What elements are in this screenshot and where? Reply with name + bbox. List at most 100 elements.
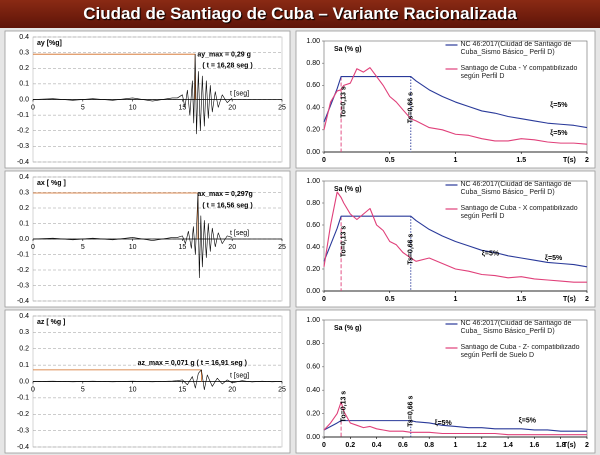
legend-label: Santiago de Cuba - Y compatibilizado seg…: [460, 65, 578, 80]
y-tick-label: -0.2: [17, 411, 29, 418]
x-tick-label: 20: [228, 104, 236, 111]
annotation: ( t = 16,28 seg ): [202, 63, 252, 70]
annotation: ξ=5%: [482, 250, 500, 257]
y-tick-label: 0.40: [306, 244, 320, 251]
y-tick-label: 0.1: [19, 81, 29, 88]
y-tick-label: 0.2: [19, 65, 29, 72]
x-tick-label: 0: [31, 244, 35, 251]
y-tick-label: 0.4: [19, 34, 29, 41]
y-tick-label: 0.20: [306, 410, 320, 417]
y-tick-label: 0.1: [19, 220, 29, 227]
legend-label: Santiago de Cuba - X compatibilizado seg…: [460, 205, 578, 220]
annotation: az_max = 0,071 g ( t = 16,91 seg ): [138, 360, 247, 367]
y-tick-label: -0.3: [17, 427, 29, 434]
x-tick-label: 25: [278, 386, 286, 393]
x-axis-label: T(s): [563, 442, 576, 449]
x-tick-label: 1.5: [516, 296, 526, 303]
annotation: ( t = 16,56 seg ): [202, 202, 252, 209]
y-axis-label: ay [%g]: [37, 40, 62, 47]
y-tick-label: 0.3: [19, 329, 29, 336]
x-tick-label: 5: [81, 386, 85, 393]
x-axis-label: t [seg]: [230, 90, 249, 97]
x-tick-label: 1.4: [503, 442, 513, 449]
annotation: Ts=0,66 s: [408, 92, 415, 123]
x-tick-label: 5: [81, 244, 85, 251]
annotation: To=0,13 s: [341, 391, 348, 423]
x-tick-label: 0: [322, 157, 326, 164]
x-axis-label: T(s): [563, 157, 576, 164]
y-tick-label: 0.00: [306, 149, 320, 156]
y-tick-label: 0.0: [19, 378, 29, 385]
annotation: ξ=5%: [519, 417, 537, 424]
x-tick-label: 0.2: [345, 442, 355, 449]
series-line: [32, 192, 233, 279]
x-tick-label: 1.6: [530, 442, 540, 449]
legend-entry: NC 46:2017(Ciudad de Santiago de Cuba_Si…: [460, 41, 572, 56]
series-line: [323, 420, 587, 432]
x-tick-label: 15: [179, 104, 187, 111]
x-tick-label: 1.5: [516, 157, 526, 164]
y-tick-label: 0.1: [19, 362, 29, 369]
annotation: ξ=5%: [550, 102, 568, 109]
y-tick-label: 0.4: [19, 313, 29, 320]
y-tick-label: 0.4: [19, 174, 29, 181]
annotation: ξ=5%: [545, 255, 563, 262]
series-line: [323, 191, 587, 283]
x-tick-label: 0.6: [398, 442, 408, 449]
x-tick-label: 10: [129, 104, 137, 111]
y-tick-label: -0.4: [17, 444, 29, 451]
panel: [295, 30, 596, 169]
y-tick-label: 0.60: [306, 222, 320, 229]
annotation: Ts=0,66 s: [408, 396, 415, 427]
annotation: ξ=5%: [550, 130, 568, 137]
legend-label: NC 46:2017(Ciudad de Santiago de Cuba_Si…: [460, 41, 572, 56]
y-tick-label: 1.00: [306, 38, 320, 45]
annotation: To=0,13 s: [341, 86, 348, 118]
annotation: ξ=5%: [434, 420, 452, 427]
y-tick-label: 0.20: [306, 127, 320, 134]
panel: [295, 309, 596, 454]
y-tick-label: 0.00: [306, 288, 320, 295]
x-tick-label: 1.2: [477, 442, 487, 449]
x-tick-label: 2: [585, 442, 589, 449]
x-tick-label: 1: [454, 157, 458, 164]
y-axis-label: az [ %g ]: [37, 319, 65, 326]
y-tick-label: -0.1: [17, 112, 29, 119]
x-tick-label: 2: [585, 157, 589, 164]
x-tick-label: 15: [179, 386, 187, 393]
y-tick-label: -0.4: [17, 159, 29, 166]
panel: [295, 170, 596, 308]
legend-label: Santiago de Cuba - Z- compatibilizado se…: [460, 344, 580, 359]
x-tick-label: 15: [179, 244, 187, 251]
y-tick-label: 0.40: [306, 104, 320, 111]
y-axis-label: Sa (% g): [334, 46, 362, 53]
x-tick-label: 20: [228, 386, 236, 393]
y-axis-label: ax [ %g ]: [37, 180, 66, 187]
y-tick-label: 0.2: [19, 205, 29, 212]
x-tick-label: 20: [228, 244, 236, 251]
y-tick-label: 0.00: [306, 434, 320, 441]
x-axis-label: t [seg]: [230, 372, 249, 379]
series-line: [323, 75, 588, 129]
x-tick-label: 10: [129, 386, 137, 393]
series-line: [323, 401, 587, 436]
x-tick-label: 1: [454, 442, 458, 449]
x-tick-label: 0: [322, 442, 326, 449]
x-tick-label: 0.5: [385, 157, 395, 164]
y-tick-label: -0.1: [17, 251, 29, 258]
y-tick-label: 0.80: [306, 200, 320, 207]
x-tick-label: 25: [278, 244, 286, 251]
y-tick-label: 0.60: [306, 364, 320, 371]
legend-entry: NC 46:2017(Ciudad de Santiago de Cuba_Si…: [461, 181, 572, 196]
x-tick-label: 1.8: [556, 442, 566, 449]
series-line: [32, 53, 233, 135]
legend-label: NC 46:2017(Ciudad de Santiago de Cuba_ S…: [460, 320, 572, 335]
legend-entry: Santiago de Cuba - X compatibilizado seg…: [460, 205, 578, 220]
y-tick-label: -0.4: [17, 298, 29, 305]
y-tick-label: 0.20: [306, 266, 320, 273]
y-tick-label: -0.2: [17, 267, 29, 274]
y-tick-label: 0.0: [19, 236, 29, 243]
y-tick-label: 1.00: [306, 178, 320, 185]
